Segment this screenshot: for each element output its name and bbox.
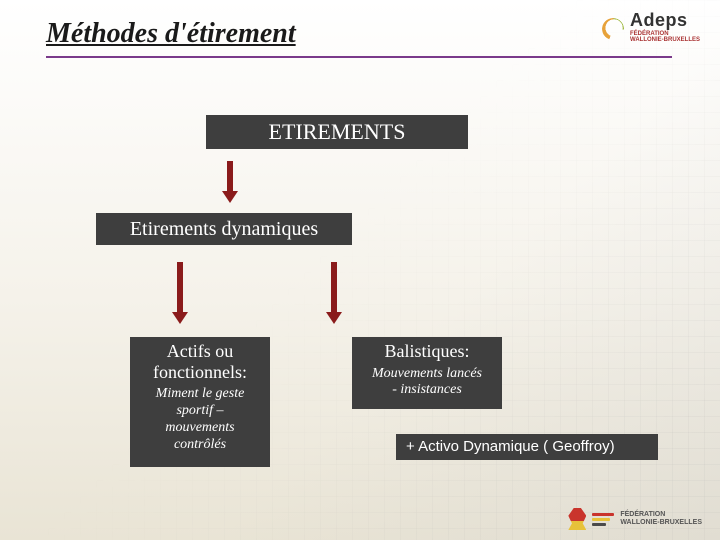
note-activo-dynamique: + Activo Dynamique ( Geoffroy) — [396, 434, 658, 460]
node-etirements: ETIREMENTS — [206, 115, 468, 149]
arrow-head-icon — [172, 312, 188, 324]
slide-title: Méthodes d'étirement — [46, 18, 296, 50]
arrow-shaft — [177, 262, 183, 312]
adeps-logo-text: Adeps — [630, 10, 700, 31]
node-etirements-label: ETIREMENTS — [269, 119, 406, 145]
actifs-desc-l1: Miment le geste — [156, 386, 245, 401]
balist-title-l1: Balistiques: — [385, 341, 470, 361]
arrow-shaft — [331, 262, 337, 312]
arrow-root-to-dyn — [222, 161, 238, 203]
actifs-desc-l2: sportif – — [176, 403, 223, 418]
arrow-head-icon — [326, 312, 342, 324]
arrow-dyn-to-actifs — [172, 262, 188, 324]
adeps-swoosh-icon — [602, 12, 624, 42]
actifs-desc-l4: contrôlés — [174, 437, 226, 452]
actifs-desc-l3: mouvements — [165, 420, 234, 435]
fwb-text-l2: WALLONIE-BRUXELLES — [620, 519, 702, 526]
node-balistiques: Balistiques: Mouvements lancés - insista… — [352, 337, 502, 409]
arrow-shaft — [227, 161, 233, 191]
title-underline-rule — [46, 56, 672, 58]
adeps-logo: Adeps FÉDÉRATION WALLONIE-BRUXELLES — [602, 10, 700, 43]
adeps-logo-sub2: WALLONIE-BRUXELLES — [630, 37, 700, 43]
node-actifs: Actifs ou fonctionnels: Miment le geste … — [130, 337, 270, 467]
fwb-logo: FÉDÉRATION WALLONIE-BRUXELLES — [568, 508, 702, 530]
note-text: + Activo Dynamique ( Geoffroy) — [406, 438, 615, 455]
fwb-bars-icon — [592, 513, 614, 526]
fwb-rooster-icon — [568, 508, 586, 530]
balist-desc-l2: - insistances — [392, 382, 462, 397]
balist-desc-l1: Mouvements lancés — [372, 366, 482, 381]
actifs-title-l2: fonctionnels: — [153, 362, 247, 382]
node-dyn-label: Etirements dynamiques — [130, 218, 318, 241]
node-etirements-dynamiques: Etirements dynamiques — [96, 213, 352, 245]
actifs-title-l1: Actifs ou — [167, 341, 234, 361]
arrow-dyn-to-balistiques — [326, 262, 342, 324]
fwb-text-l1: FÉDÉRATION — [620, 511, 665, 518]
arrow-head-icon — [222, 191, 238, 203]
